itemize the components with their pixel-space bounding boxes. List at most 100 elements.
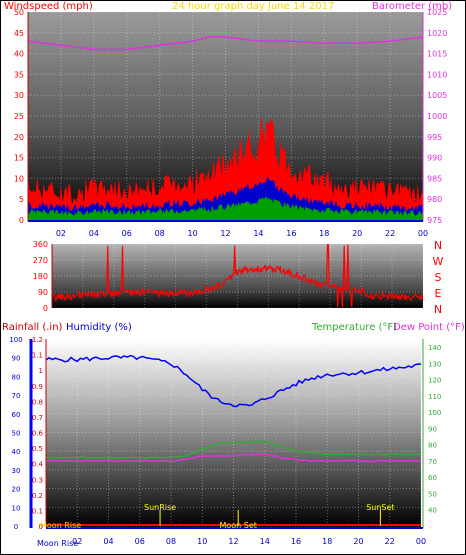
rain-y-tick-label: 0.9 xyxy=(32,383,43,391)
barometer-y-tick-label: 995 xyxy=(427,133,442,142)
humidity-y-tick-label: 100 xyxy=(9,336,22,344)
rain-y-tick-label: 0.1 xyxy=(32,507,43,515)
wind-y-tick-label: 20 xyxy=(14,133,24,142)
wind-x-tick-label: 00 xyxy=(418,229,428,238)
direction-y-tick-label: 90 xyxy=(38,288,48,297)
rain-y-tick-label: 0.5 xyxy=(32,445,43,453)
barometer-y-tick-label: 1010 xyxy=(427,70,447,79)
barometer-y-tick-label: 975 xyxy=(427,216,442,225)
climate-x-tick-label: 04 xyxy=(103,537,113,546)
humidity-y-tick-label: 80 xyxy=(12,373,21,381)
rain-y-tick-label: 0.4 xyxy=(32,461,44,469)
temperature-y-tick-label: 100 xyxy=(428,409,441,417)
humidity-y-tick-label: 70 xyxy=(12,392,21,400)
direction-y-tick-label: 180 xyxy=(33,272,48,281)
wind-x-tick-label: 18 xyxy=(319,229,329,238)
wind-low-series xyxy=(27,196,424,221)
climate-x-tick-label: 12 xyxy=(228,537,238,546)
wind-y-tick-label: 45 xyxy=(14,29,24,38)
compass-label: E xyxy=(435,287,442,300)
climate-x-tick-label: 06 xyxy=(135,537,145,546)
humidity-y-tick-label: 10 xyxy=(12,504,21,512)
barometer-y-tick-label: 1020 xyxy=(427,29,447,38)
chart-title: 24 hour graph day June 14 2017 xyxy=(172,1,334,12)
wind-x-tick-label: 14 xyxy=(253,229,263,238)
wind-x-tick-label: 20 xyxy=(352,229,362,238)
humidity-y-tick-label: 50 xyxy=(12,430,21,438)
humidity-axis-title: Humidity (%) xyxy=(66,322,132,333)
wind-panel-tick-labels: 0510152025303540455097598098599099510001… xyxy=(14,8,448,238)
temperature-y-tick-label: 80 xyxy=(428,442,437,450)
wind-x-tick-label: 16 xyxy=(286,229,296,238)
climate-panel-background xyxy=(46,339,421,527)
temperature-y-tick-label: 60 xyxy=(428,474,437,482)
rain-y-tick-label: 0.8 xyxy=(32,398,43,406)
wind-x-tick-label: 04 xyxy=(89,229,99,238)
wind-direction-series xyxy=(51,244,424,308)
wind-y-tick-label: 50 xyxy=(14,8,24,17)
climate-x-tick-label: 08 xyxy=(166,537,176,546)
humidity-y-tick-label: 30 xyxy=(12,467,21,475)
barometer-y-tick-label: 990 xyxy=(427,154,442,163)
humidity-y-tick-label: 90 xyxy=(12,355,21,363)
wind-y-tick-label: 25 xyxy=(14,112,24,121)
climate-panel-series xyxy=(45,354,422,526)
temperature-y-tick-label: 120 xyxy=(428,377,441,385)
rain-y-tick-label: 1.1 xyxy=(32,352,43,360)
temperature-y-tick-label: 50 xyxy=(428,490,437,498)
barometer-axis-title: Barometer (mb) xyxy=(372,1,452,12)
temperature-axis-title: Temperature (°F) xyxy=(311,322,397,333)
rain-y-tick-label: 1.2 xyxy=(32,336,43,344)
direction-y-tick-label: 0 xyxy=(43,304,48,313)
rain-y-tick-label: 0.3 xyxy=(32,476,43,484)
wind-y-tick-label: 15 xyxy=(14,154,24,163)
astro-annotation-label: SunRise xyxy=(144,503,176,512)
astro-annotations: Moon Rise Moon Rise SunRise Moon Set SunSet xyxy=(37,503,395,548)
rain-y-tick-label: 0.6 xyxy=(32,430,44,438)
direction-panel-background xyxy=(52,244,423,308)
wind-average-series xyxy=(27,175,424,221)
compass-label: N xyxy=(434,239,442,252)
barometer-y-tick-label: 980 xyxy=(427,195,442,204)
wind-y-tick-label: 35 xyxy=(14,70,24,79)
barometer-y-tick-label: 985 xyxy=(427,174,442,183)
wind-y-tick-label: 0 xyxy=(19,216,24,225)
climate-x-tick-label: 00 xyxy=(416,537,426,546)
wind-x-tick-label: 10 xyxy=(187,229,197,238)
temperature-y-tick-label: 130 xyxy=(428,360,441,368)
climate-x-tick-label: 10 xyxy=(197,537,207,546)
climate-panel-tick-labels: 010203040506070809010000.10.20.30.40.50.… xyxy=(9,336,441,546)
astro-annotation-label: SunSet xyxy=(366,503,394,512)
barometer-y-tick-label: 1005 xyxy=(427,91,447,100)
rain-y-tick-label: 1 xyxy=(39,367,43,375)
moon-rise-annotation: Moon Rise xyxy=(40,521,81,530)
humidity-y-tick-label: 60 xyxy=(12,411,21,419)
barometer-series xyxy=(27,36,424,51)
wind-x-tick-label: 02 xyxy=(56,229,66,238)
wind-x-tick-label: 08 xyxy=(155,229,165,238)
wind-y-tick-label: 40 xyxy=(14,50,24,59)
climate-x-tick-label: 20 xyxy=(353,537,363,546)
temperature-y-tick-label: 110 xyxy=(428,393,441,401)
temperature-y-tick-label: 90 xyxy=(428,425,437,433)
climate-x-tick-label: 18 xyxy=(322,537,332,546)
rain-y-tick-label: 0.2 xyxy=(32,492,43,500)
wind-y-tick-label: 5 xyxy=(19,195,24,204)
humidity-y-tick-label: 20 xyxy=(12,486,21,494)
wind-x-tick-label: 06 xyxy=(122,229,132,238)
climate-x-tick-label: 22 xyxy=(385,537,395,546)
compass-label: S xyxy=(435,271,442,284)
rainfall-axis-title: Rainfall (.in) xyxy=(2,322,63,333)
temperature-series xyxy=(45,440,422,459)
rain-y-tick-label: 0.7 xyxy=(32,414,43,422)
direction-panel-series xyxy=(51,244,424,308)
wind-y-tick-label: 10 xyxy=(14,174,24,183)
temperature-y-tick-label: 70 xyxy=(428,458,437,466)
barometer-y-tick-label: 1015 xyxy=(427,50,447,59)
direction-y-tick-label: 360 xyxy=(33,240,48,249)
dewpoint-series xyxy=(45,453,422,463)
climate-x-tick-label: 16 xyxy=(291,537,301,546)
